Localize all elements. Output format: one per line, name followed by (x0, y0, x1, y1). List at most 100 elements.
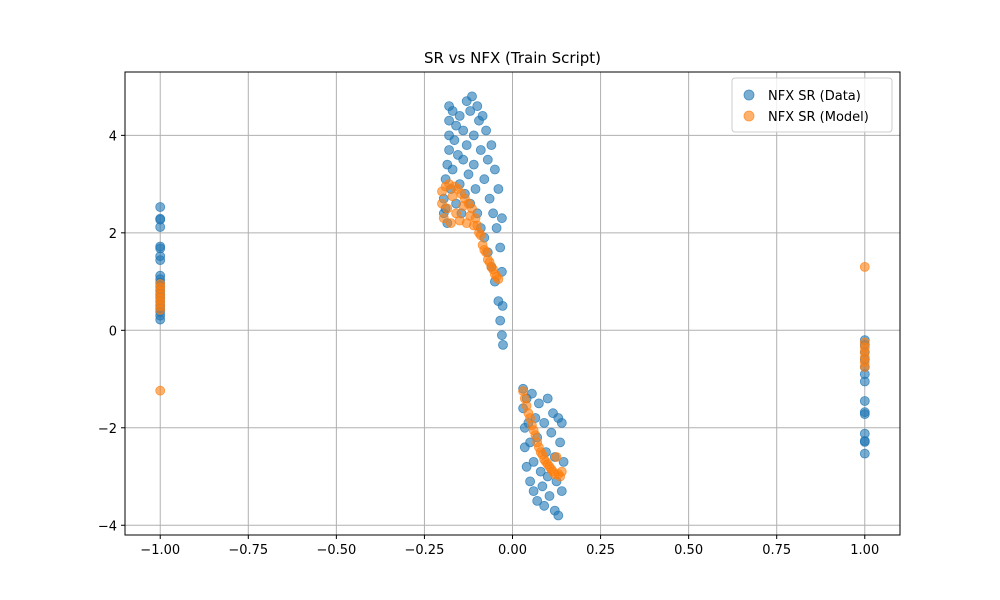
data-point (488, 208, 499, 219)
data-point (482, 154, 493, 165)
legend-marker (743, 89, 755, 101)
data-point (544, 491, 555, 501)
legend: NFX SR (Data) NFX SR (Model) (731, 77, 893, 133)
data-point (454, 111, 465, 121)
data-point (155, 222, 166, 232)
data-point (493, 274, 504, 285)
data-point (525, 476, 535, 487)
legend-label: NFX SR (Model) (768, 110, 869, 125)
data-point (542, 393, 553, 404)
data-point (477, 111, 488, 121)
data-point (493, 184, 504, 194)
data-point (447, 164, 458, 175)
data-point (484, 193, 495, 204)
data-point (438, 213, 449, 224)
data-point (859, 261, 870, 272)
data-point (551, 452, 562, 462)
y-tick-label: 2 (109, 227, 117, 242)
data-point (155, 202, 166, 212)
series-1-points (155, 179, 870, 482)
x-tick-label: −0.75 (228, 543, 268, 558)
data-point (556, 486, 567, 497)
data-point (475, 145, 486, 155)
data-point (479, 174, 490, 185)
data-point (451, 120, 462, 131)
data-point (496, 213, 507, 224)
grid-lines (125, 72, 900, 535)
data-point (537, 481, 548, 492)
data-point (470, 184, 481, 194)
data-point (527, 388, 537, 399)
data-point (486, 140, 497, 151)
data-point (528, 486, 539, 497)
x-tick-label: −0.25 (405, 543, 445, 558)
x-tick-label: 0.00 (498, 543, 527, 558)
data-point (489, 164, 500, 175)
data-point (465, 106, 476, 116)
data-point (495, 315, 506, 326)
x-axis-ticks: −1.00 −0.75 −0.50 −0.25 0.00 0.25 0.50 0.75 1.00 (140, 535, 879, 558)
x-tick-label: 1.00 (850, 543, 879, 558)
data-point (539, 417, 550, 428)
data-point (859, 409, 870, 420)
data-point (534, 398, 544, 409)
legend-marker (743, 110, 755, 122)
x-tick-label: 0.50 (674, 543, 703, 558)
data-point (528, 456, 539, 467)
data-point (535, 466, 546, 477)
data-point (859, 436, 870, 447)
data-point (445, 218, 456, 229)
y-tick-label: −2 (98, 422, 117, 437)
data-point (556, 466, 567, 477)
y-axis-ticks: −4 −2 0 2 4 (98, 129, 125, 534)
y-tick-label: 0 (109, 324, 117, 339)
data-point (444, 115, 455, 126)
y-tick-label: −4 (98, 519, 117, 534)
data-point (463, 169, 474, 180)
data-point (467, 203, 477, 214)
data-point (481, 125, 492, 136)
data-point (442, 203, 453, 214)
x-tick-label: −0.50 (316, 543, 356, 558)
data-point (458, 154, 469, 165)
data-point (546, 427, 557, 438)
data-point (461, 140, 472, 151)
data-point (555, 437, 565, 448)
data-point (468, 130, 479, 141)
data-point (859, 361, 870, 372)
data-point (859, 376, 870, 387)
data-point (447, 106, 458, 116)
legend-label: NFX SR (Data) (768, 89, 861, 104)
data-point (447, 191, 458, 202)
data-point (458, 125, 469, 136)
x-tick-label: 0.25 (586, 543, 615, 558)
data-point (468, 159, 479, 170)
data-point (495, 242, 506, 253)
data-point (472, 101, 483, 111)
data-point (496, 330, 507, 341)
scatter-points (155, 91, 870, 521)
chart-title: SR vs NFX (Train Script) (424, 49, 601, 67)
data-point (475, 230, 486, 241)
legend-box (731, 77, 893, 133)
data-point (859, 448, 870, 459)
data-point (449, 135, 460, 146)
y-tick-label: 4 (109, 129, 117, 144)
data-point (155, 304, 166, 315)
data-point (491, 223, 502, 233)
data-point (155, 314, 166, 325)
data-point (155, 385, 166, 396)
data-point (521, 461, 532, 472)
data-point (467, 91, 477, 102)
x-tick-label: −1.00 (140, 543, 180, 558)
x-tick-label: 0.75 (762, 543, 791, 558)
data-point (539, 500, 550, 511)
data-point (155, 255, 166, 266)
data-point (498, 339, 508, 350)
data-point (532, 495, 543, 506)
data-point (497, 300, 508, 311)
data-point (556, 417, 567, 428)
data-point (859, 396, 870, 406)
data-point (553, 510, 564, 521)
